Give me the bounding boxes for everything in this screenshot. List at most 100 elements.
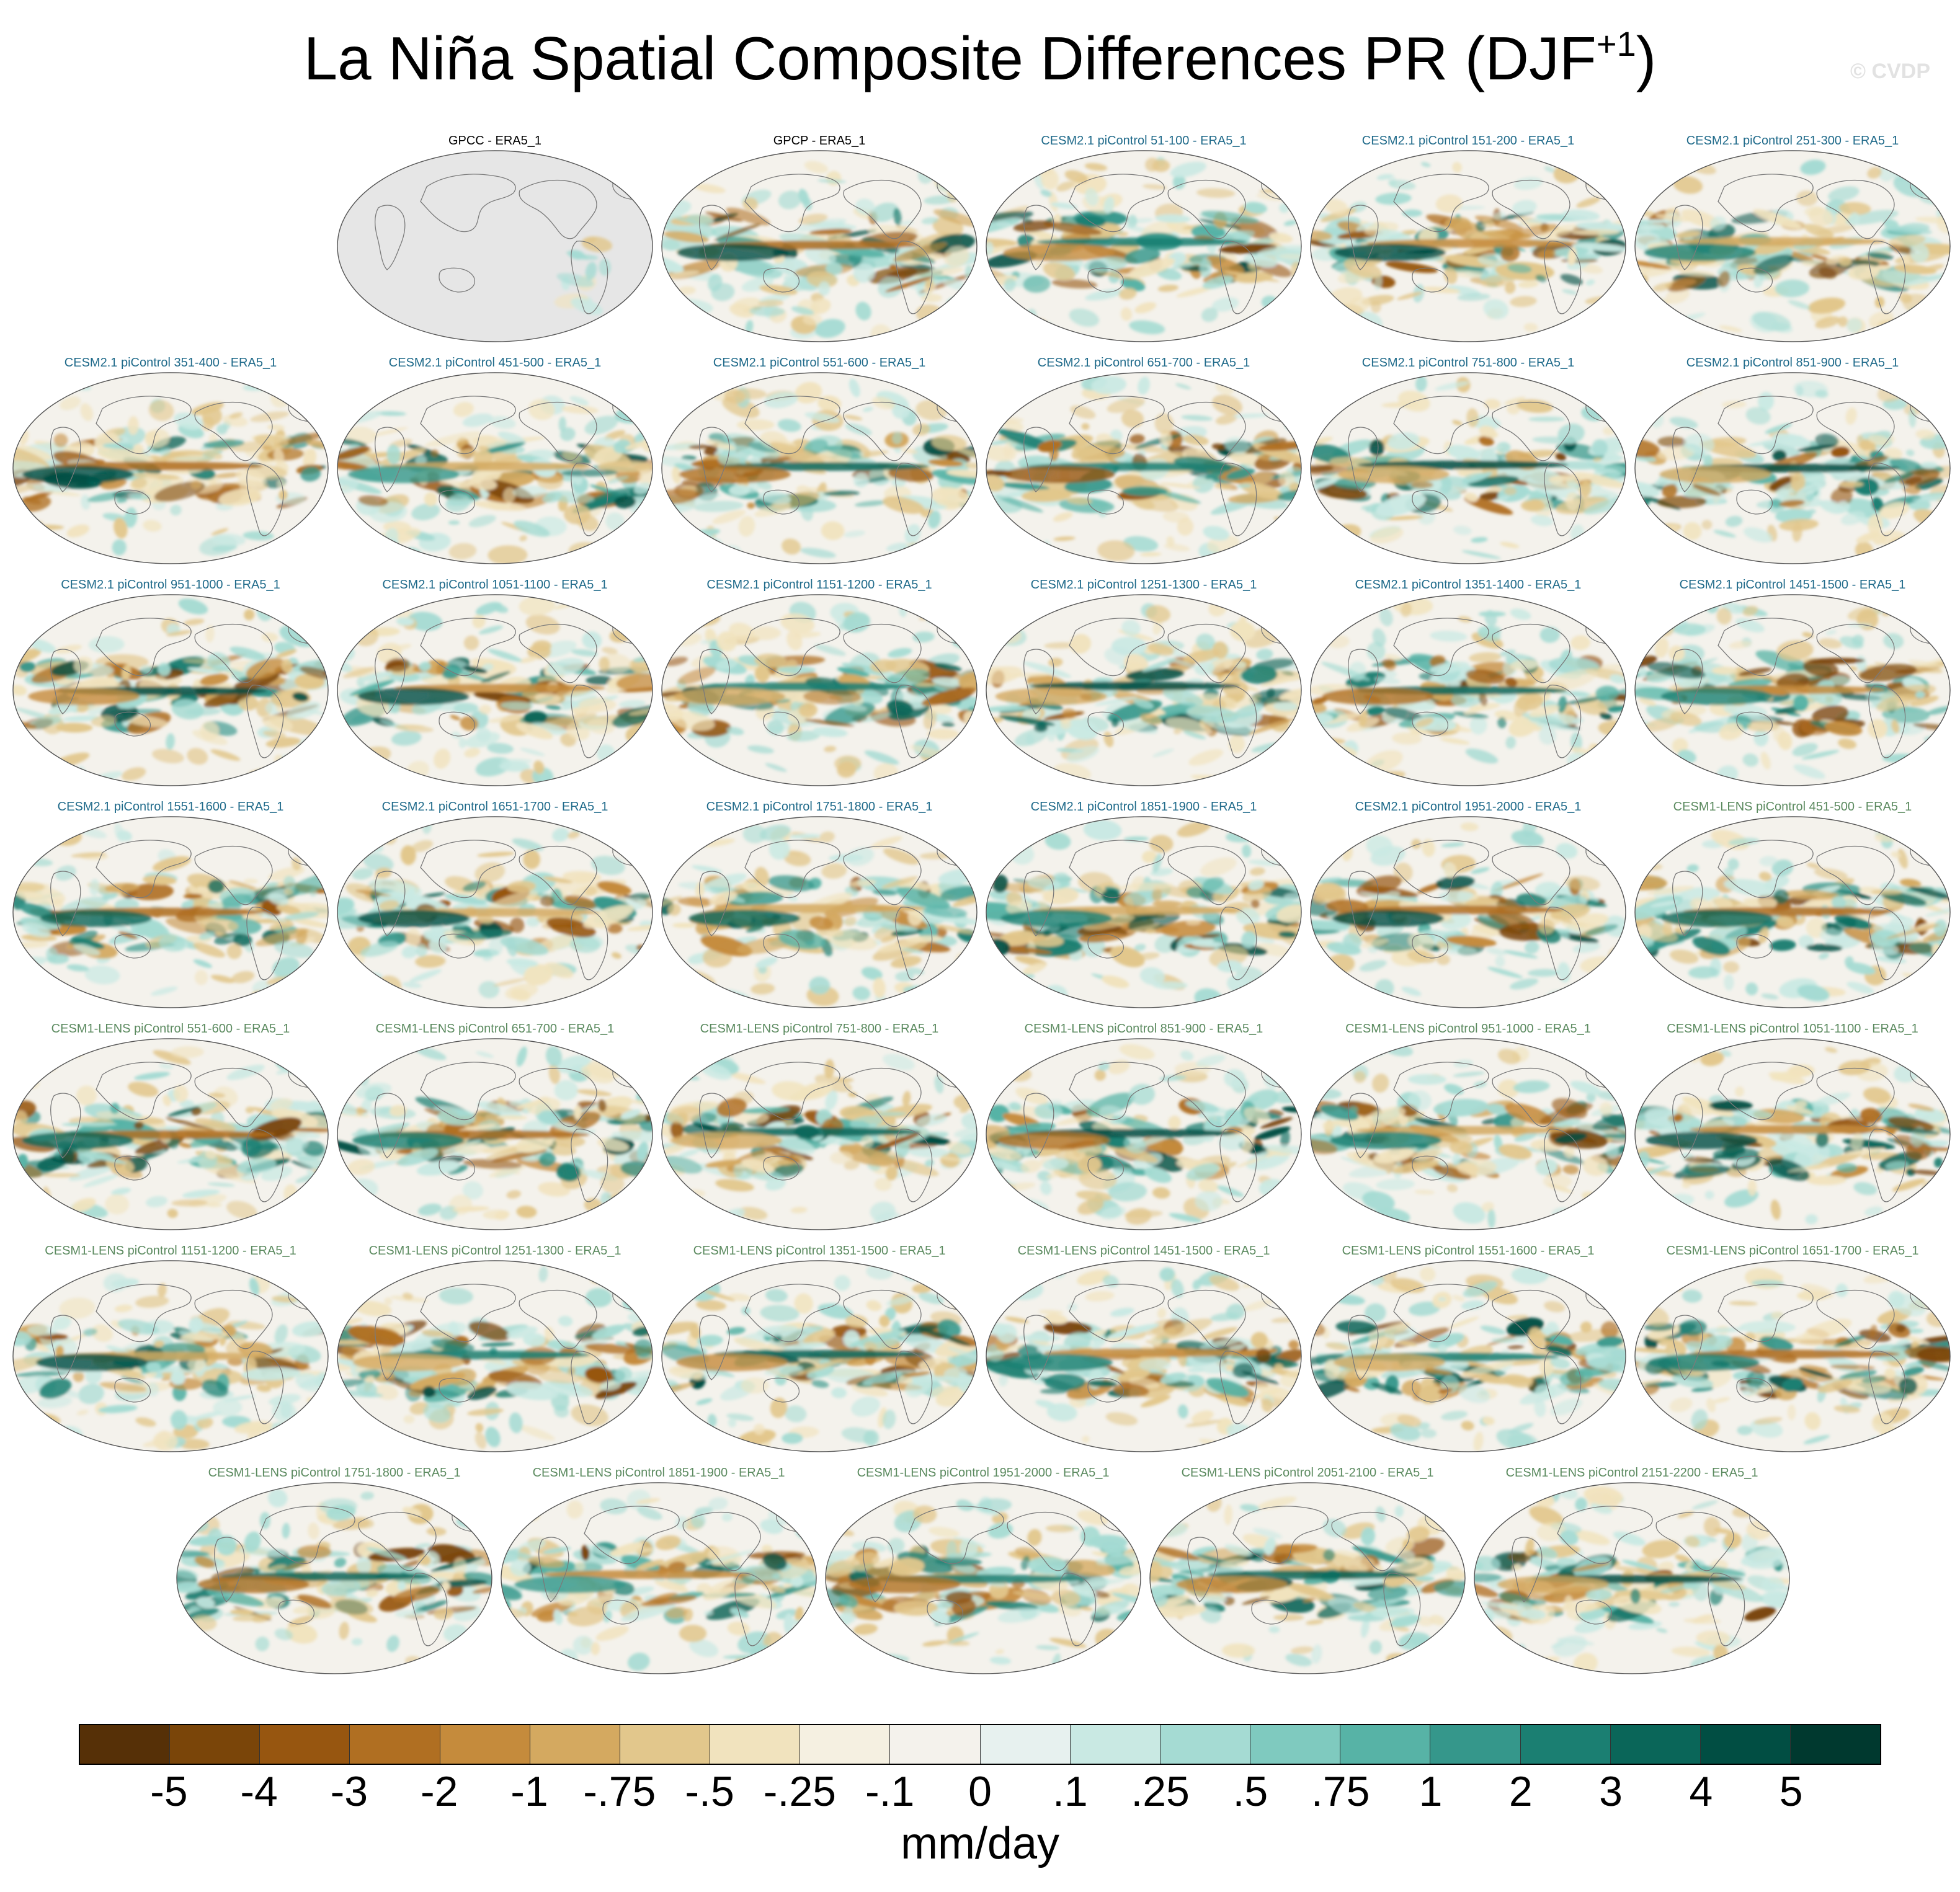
map-panel: CESM2.1 piControl 651-700 - ERA5_1 — [982, 355, 1305, 566]
colorbar-swatch — [1700, 1725, 1791, 1764]
panel-title: CESM2.1 piControl 451-500 - ERA5_1 — [388, 356, 602, 370]
colorbar-tick-label: -2 — [420, 1768, 458, 1815]
panel-title: CESM2.1 piControl 951-1000 - ERA5_1 — [61, 578, 280, 592]
colorbar-swatch — [1070, 1725, 1160, 1764]
panel-title: CESM2.1 piControl 51-100 - ERA5_1 — [1041, 134, 1247, 148]
map-panel: CESM1-LENS piControl 1951-2000 - ERA5_1 — [822, 1465, 1144, 1676]
world-map — [825, 1482, 1141, 1674]
world-map — [1634, 816, 1951, 1008]
panel-title: CESM1-LENS piControl 1951-2000 - ERA5_1 — [857, 1466, 1110, 1480]
panel-title: CESM2.1 piControl 1751-1800 - ERA5_1 — [706, 800, 933, 814]
colorbar-swatch — [800, 1725, 891, 1764]
world-map — [661, 1038, 978, 1230]
world-map — [986, 150, 1302, 342]
map-panel: CESM1-LENS piControl 751-800 - ERA5_1 — [658, 1021, 981, 1232]
panel-title: CESM1-LENS piControl 551-600 - ERA5_1 — [51, 1022, 290, 1036]
world-map — [986, 372, 1302, 564]
colorbar-swatch — [890, 1725, 981, 1764]
map-panel: CESM1-LENS piControl 1151-1200 - ERA5_1 — [9, 1243, 332, 1454]
panel-title: CESM2.1 piControl 151-200 - ERA5_1 — [1361, 134, 1575, 148]
world-map — [1634, 1260, 1951, 1452]
map-panel: CESM1-LENS piControl 2051-2100 - ERA5_1 — [1146, 1465, 1469, 1676]
colorbar-tick-label: 2 — [1508, 1768, 1533, 1815]
panel-title: CESM1-LENS piControl 1051-1100 - ERA5_1 — [1667, 1022, 1918, 1036]
map-panel: CESM1-LENS piControl 951-1000 - ERA5_1 — [1307, 1021, 1629, 1232]
panel-title: CESM2.1 piControl 751-800 - ERA5_1 — [1361, 356, 1575, 370]
world-map — [12, 1038, 329, 1230]
world-map — [12, 816, 329, 1008]
colorbar-tick-label: 4 — [1689, 1768, 1713, 1815]
colorbar-swatch — [260, 1725, 350, 1764]
map-panel: CESM2.1 piControl 1751-1800 - ERA5_1 — [658, 799, 981, 1010]
world-map — [661, 1260, 978, 1452]
map-panel: CESM2.1 piControl 751-800 - ERA5_1 — [1307, 355, 1629, 566]
panel-title: CESM2.1 piControl 551-600 - ERA5_1 — [713, 356, 926, 370]
map-panel: GPCP - ERA5_1 — [658, 133, 981, 344]
title-text: La Niña Spatial Composite Differences PR… — [303, 24, 1597, 92]
colorbar-tick-label: -.1 — [865, 1768, 915, 1815]
world-map — [176, 1482, 492, 1674]
world-map — [1634, 594, 1951, 786]
map-panel: CESM1-LENS piControl 1251-1300 - ERA5_1 — [334, 1243, 656, 1454]
colorbar-tick-label: -.5 — [685, 1768, 734, 1815]
panel-title: CESM1-LENS piControl 451-500 - ERA5_1 — [1673, 800, 1912, 814]
colorbar-swatch — [530, 1725, 620, 1764]
panel-title: CESM1-LENS piControl 1351-1500 - ERA5_1 — [693, 1244, 946, 1258]
colorbar-swatch — [80, 1725, 171, 1764]
map-panel: CESM2.1 piControl 851-900 - ERA5_1 — [1631, 355, 1954, 566]
colorbar-swatch — [1790, 1725, 1881, 1764]
map-panel: CESM1-LENS piControl 1851-1900 - ERA5_1 — [497, 1465, 820, 1676]
map-panel: CESM2.1 piControl 151-200 - ERA5_1 — [1307, 133, 1629, 344]
colorbar-tick-label: -.75 — [583, 1768, 656, 1815]
panel-title: CESM1-LENS piControl 2051-2100 - ERA5_1 — [1181, 1466, 1434, 1480]
panel-title: CESM1-LENS piControl 751-800 - ERA5_1 — [700, 1022, 939, 1036]
world-map — [661, 150, 978, 342]
colorbar-swatch — [710, 1725, 801, 1764]
map-panel: CESM2.1 piControl 951-1000 - ERA5_1 — [9, 577, 332, 788]
colorbar-tick-label: 5 — [1779, 1768, 1803, 1815]
colorbar-swatches — [79, 1724, 1881, 1765]
colorbar-tick-label: -4 — [240, 1768, 278, 1815]
panel-title: CESM2.1 piControl 851-900 - ERA5_1 — [1686, 356, 1899, 370]
colorbar-tick-label: .25 — [1131, 1768, 1190, 1815]
colorbar-tick-label: .5 — [1232, 1768, 1268, 1815]
world-map — [1310, 816, 1626, 1008]
world-map — [337, 372, 653, 564]
world-map — [337, 816, 653, 1008]
colorbar-tick-label: 0 — [968, 1768, 992, 1815]
map-panel: CESM2.1 piControl 51-100 - ERA5_1 — [982, 133, 1305, 344]
world-map — [337, 150, 653, 342]
figure-title: La Niña Spatial Composite Differences PR… — [0, 25, 1960, 92]
map-panel: CESM2.1 piControl 551-600 - ERA5_1 — [658, 355, 981, 566]
panel-title: CESM1-LENS piControl 1451-1500 - ERA5_1 — [1017, 1244, 1270, 1258]
map-panel: CESM1-LENS piControl 1651-1700 - ERA5_1 — [1631, 1243, 1954, 1454]
world-map — [986, 594, 1302, 786]
colorbar-tick-label: .1 — [1052, 1768, 1088, 1815]
panel-title: CESM1-LENS piControl 1551-1600 - ERA5_1 — [1342, 1244, 1595, 1258]
colorbar-swatch — [1340, 1725, 1431, 1764]
panel-title: CESM2.1 piControl 251-300 - ERA5_1 — [1686, 134, 1899, 148]
panel-title: CESM2.1 piControl 1951-2000 - ERA5_1 — [1355, 800, 1582, 814]
colorbar-tick-labels: -5 -4 -3 -2 -1 -.75 -.5 -.25 -.1 0 .1 .25 .5 .75 1 2 3 4 5 — [79, 1765, 1881, 1815]
map-panel: GPCC - ERA5_1 — [334, 133, 656, 344]
world-map — [1634, 1038, 1951, 1230]
world-map — [1474, 1482, 1790, 1674]
colorbar-tick-label: .75 — [1311, 1768, 1370, 1815]
colorbar-tick-label: 1 — [1419, 1768, 1443, 1815]
map-panel: CESM2.1 piControl 451-500 - ERA5_1 — [334, 355, 656, 566]
panel-title: CESM2.1 piControl 1451-1500 - ERA5_1 — [1679, 578, 1906, 592]
map-panel: CESM2.1 piControl 1351-1400 - ERA5_1 — [1307, 577, 1629, 788]
colorbar-tick-label: -3 — [330, 1768, 368, 1815]
panel-title: CESM2.1 piControl 1251-1300 - ERA5_1 — [1030, 578, 1257, 592]
colorbar-swatch — [1610, 1725, 1701, 1764]
panel-title: CESM1-LENS piControl 1751-1800 - ERA5_1 — [208, 1466, 461, 1480]
colorbar-swatch — [1520, 1725, 1611, 1764]
world-map — [1149, 1482, 1466, 1674]
map-panel: CESM1-LENS piControl 1451-1500 - ERA5_1 — [982, 1243, 1305, 1454]
panel-title: CESM2.1 piControl 1351-1400 - ERA5_1 — [1355, 578, 1582, 592]
world-map — [337, 1038, 653, 1230]
map-panel-grid: GPCC - ERA5_1 GPCP - ERA5_1 CESM2.1 piCont… — [9, 133, 1954, 1676]
panel-title: CESM2.1 piControl 1551-1600 - ERA5_1 — [57, 800, 284, 814]
colorbar-tick-label: -.25 — [763, 1768, 836, 1815]
world-map — [337, 594, 653, 786]
